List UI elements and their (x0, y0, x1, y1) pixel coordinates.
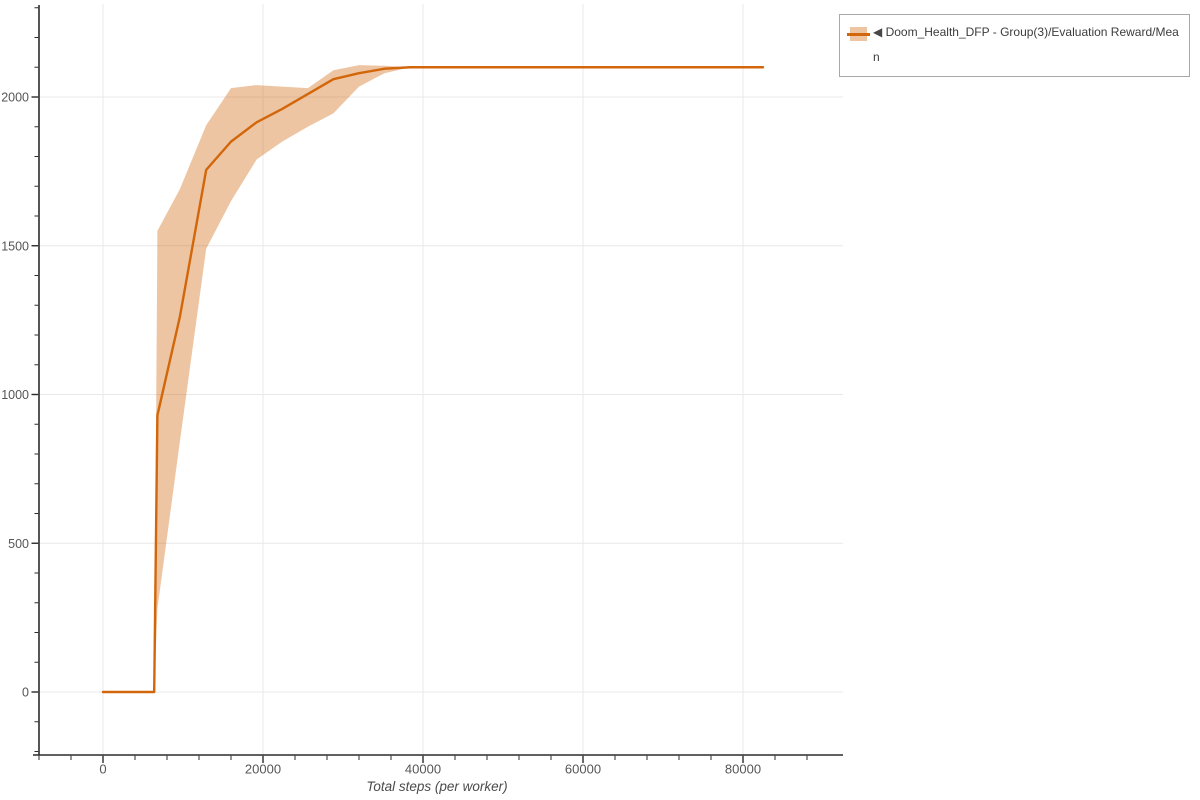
legend: ◀ Doom_Health_DFP - Group(3)/Evaluation … (839, 14, 1190, 77)
y-tick-label: 1500 (1, 239, 29, 253)
series-line (101, 66, 765, 694)
collapse-icon[interactable]: ◀ (873, 25, 883, 39)
y-tick-label: 2000 (1, 91, 29, 105)
series-swatch-icon (847, 27, 870, 41)
y-tick-label: 1000 (1, 388, 29, 402)
line-swatch (847, 32, 870, 36)
mean-line (101, 66, 765, 694)
x-tick-label: 60000 (565, 762, 601, 777)
grid-lines (40, 4, 843, 755)
legend-text: ◀ Doom_Health_DFP - Group(3)/Evaluation … (873, 20, 1184, 70)
tick-labels: 0 20000 40000 60000 80000 0 500 1000 1500 2000 (1, 91, 761, 777)
x-tick-label: 0 (99, 762, 106, 777)
x-tick-label: 40000 (405, 762, 441, 777)
band-area (103, 65, 763, 693)
y-tick-label: 500 (8, 537, 29, 551)
axis-titles: Total steps (per worker) (366, 779, 507, 794)
legend-item[interactable]: ◀ Doom_Health_DFP - Group(3)/Evaluation … (840, 15, 1189, 76)
y-tick-label: 0 (22, 686, 29, 700)
tick-marks (31, 7, 808, 763)
axes (33, 5, 843, 756)
x-tick-label: 20000 (245, 762, 281, 777)
confidence-band (103, 65, 763, 693)
legend-label: Doom_Health_DFP - Group(3)/Evaluation Re… (873, 25, 1179, 64)
x-axis-title: Total steps (per worker) (366, 779, 507, 794)
x-tick-label: 80000 (725, 762, 761, 777)
